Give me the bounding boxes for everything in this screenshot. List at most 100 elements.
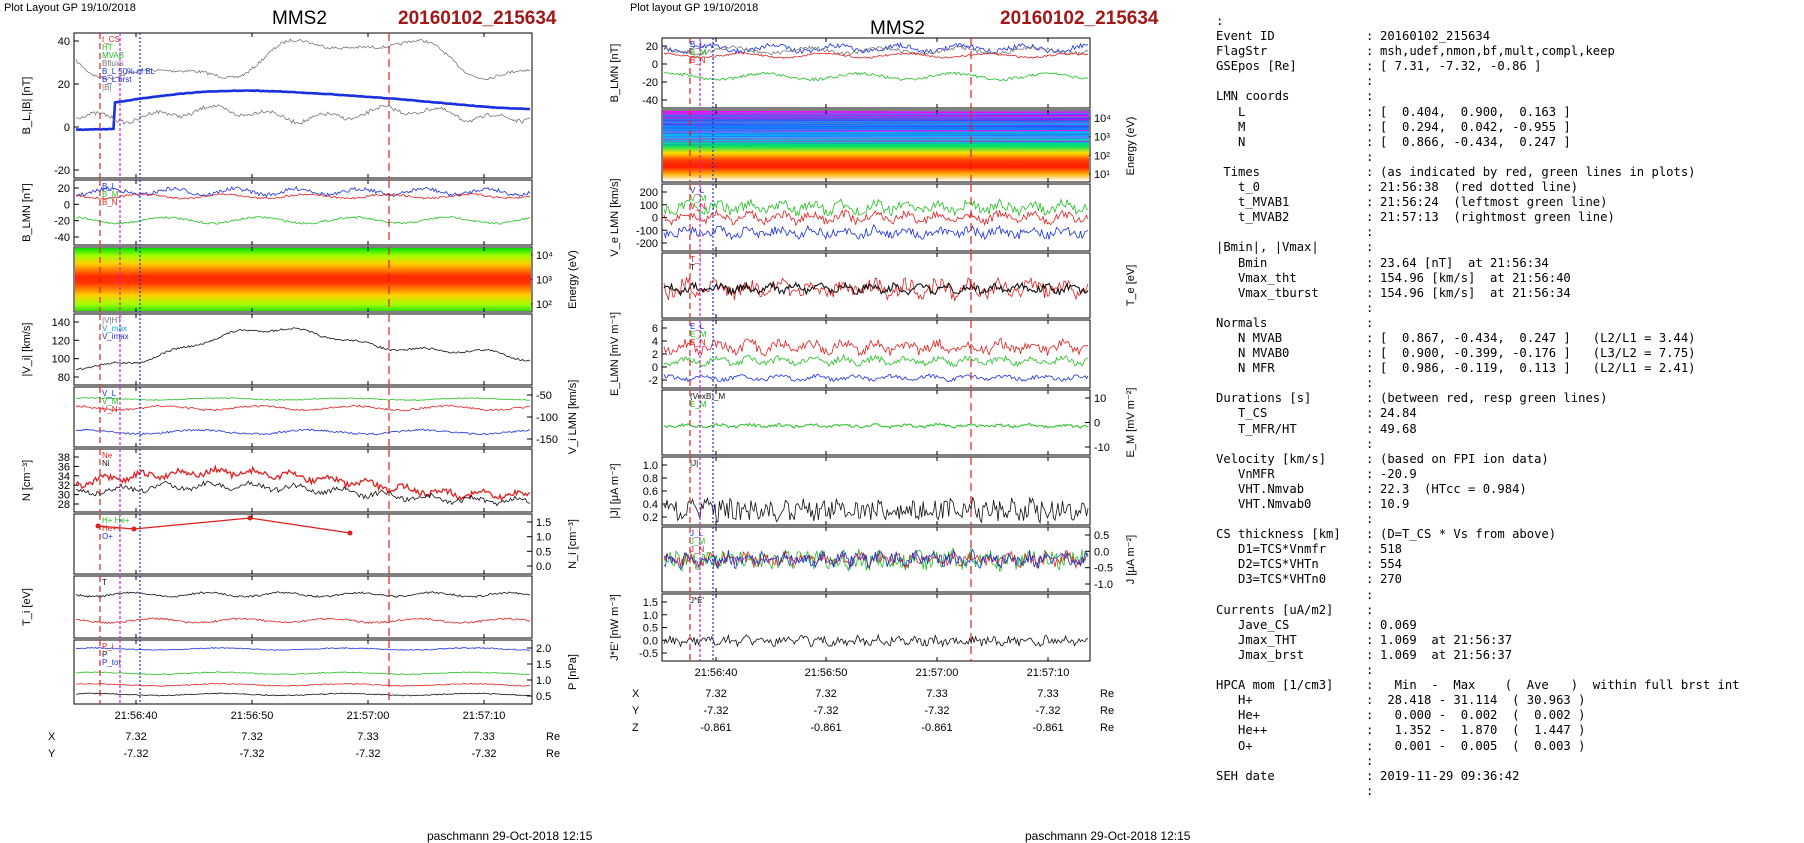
- y-tick-label: -20: [642, 77, 658, 89]
- position-value: -7.32: [1035, 705, 1060, 717]
- info-row: O+: 0.001 - 0.005 ( 0.003 ): [1216, 739, 1796, 754]
- y-tick-label: 0.6: [643, 486, 658, 498]
- info-key: Event ID: [1216, 29, 1366, 44]
- info-colon: :: [1366, 693, 1380, 708]
- y-tick-label: 0.5: [536, 691, 551, 703]
- info-colon: :: [1366, 225, 1380, 240]
- info-row: D1=TCS*Vnmfr:518: [1216, 542, 1796, 557]
- x-tick-label: 21:57:00: [916, 667, 959, 679]
- series-line: [664, 355, 1088, 367]
- legend-entry: V_N: [102, 405, 118, 414]
- info-colon: :: [1366, 754, 1380, 769]
- info-key: t_MVAB1: [1216, 195, 1366, 210]
- info-row: VHT.Nmvab:22.3 (HTcc = 0.984): [1216, 482, 1796, 497]
- y-tick-label: -2: [648, 375, 658, 387]
- series-line: [76, 481, 530, 506]
- series-line: [76, 683, 530, 686]
- info-value: 22.3 (HTcc = 0.984): [1380, 482, 1796, 497]
- position-unit: Re: [1100, 722, 1114, 734]
- info-colon: :: [1366, 437, 1380, 452]
- info-colon: :: [1366, 286, 1380, 301]
- info-value: [ 0.294, 0.042, -0.955 ]: [1380, 120, 1796, 135]
- info-colon: :: [1366, 316, 1380, 331]
- panel-7: N_i [cm⁻³]1.51.00.50.0H+ He+He++O+: [74, 514, 579, 574]
- legend-entry: |J|: [690, 459, 698, 468]
- info-colon: :: [1366, 361, 1380, 376]
- info-row: N MFR:[ 0.986, -0.119, 0.113 ] (L2/L1 = …: [1216, 361, 1796, 376]
- info-key: LMN coords: [1216, 89, 1366, 104]
- info-key: Velocity [km/s]: [1216, 452, 1366, 467]
- series-line: [98, 518, 350, 533]
- info-value: [ 0.986, -0.119, 0.113 ] (L2/L1 = 2.41): [1380, 361, 1796, 376]
- info-key: T_CS: [1216, 406, 1366, 421]
- y-tick-label: 100: [640, 200, 658, 212]
- y-tick-label: -150: [536, 434, 558, 446]
- info-value: 23.64 [nT] at 21:56:34: [1380, 256, 1796, 271]
- info-key: M: [1216, 120, 1366, 135]
- info-key: N: [1216, 135, 1366, 150]
- info-value: 10.9: [1380, 497, 1796, 512]
- info-row: Normals:: [1216, 316, 1796, 331]
- position-value: -7.32: [471, 748, 496, 760]
- info-value: 0.000 - 0.002 ( 0.002 ): [1380, 708, 1796, 723]
- info-key: Times: [1216, 165, 1366, 180]
- info-row: L:[ 0.404, 0.900, 0.163 ]: [1216, 105, 1796, 120]
- position-value: -7.32: [924, 705, 949, 717]
- series-line: [76, 328, 530, 370]
- info-key: [1216, 663, 1366, 678]
- y-axis-label: B_LMN [nT]: [21, 183, 33, 242]
- info-key: VHT.Nmvab: [1216, 482, 1366, 497]
- info-value: (between red, resp green lines): [1380, 391, 1796, 406]
- info-key: VHT.Nmvab0: [1216, 497, 1366, 512]
- info-value: [1380, 603, 1796, 618]
- info-key: Currents [uA/m2]: [1216, 603, 1366, 618]
- info-value: 0.001 - 0.005 ( 0.003 ): [1380, 739, 1796, 754]
- x-tick-label: 21:56:50: [805, 667, 848, 679]
- y-axis-label: B_L,|B| [nT]: [21, 77, 33, 135]
- legend-entry: |B|: [102, 83, 112, 92]
- series-line: [76, 216, 530, 224]
- info-key: [1216, 512, 1366, 527]
- info-colon: :: [1366, 739, 1380, 754]
- info-key: [1216, 150, 1366, 165]
- panel-frame: [662, 390, 1090, 455]
- y-tick-label: -50: [536, 390, 552, 402]
- info-value: [1380, 240, 1796, 255]
- series-line: [664, 72, 1088, 81]
- info-colon: :: [1366, 708, 1380, 723]
- position-value: -7.32: [703, 705, 728, 717]
- y-tick-label: 0.0: [1094, 546, 1109, 558]
- y-axis-label: |J| [μA m⁻²]: [609, 463, 621, 518]
- info-row: HPCA mom [1/cm3]: Min - Max ( Ave ) with…: [1216, 678, 1796, 693]
- y-axis-label: J [μA m⁻²]: [1125, 535, 1137, 584]
- series-line: [76, 467, 530, 500]
- info-key: N MFR: [1216, 361, 1366, 376]
- legend-entry: B_N: [102, 198, 118, 207]
- info-key: VnMFR: [1216, 467, 1366, 482]
- info-row: Durations [s]:(between red, resp green l…: [1216, 391, 1796, 406]
- info-key: Bmin: [1216, 256, 1366, 271]
- y-tick-label: 0.2: [643, 512, 658, 524]
- panel-frame: [74, 514, 532, 574]
- info-colon: :: [1366, 301, 1380, 316]
- y-tick-label: 0.5: [536, 546, 551, 558]
- info-colon: :: [1366, 422, 1380, 437]
- series-line: [76, 672, 530, 675]
- position-value: -0.861: [700, 722, 731, 734]
- info-row: M:[ 0.294, 0.042, -0.955 ]: [1216, 120, 1796, 135]
- info-row: :: [1216, 301, 1796, 316]
- panel-frame: [74, 449, 532, 512]
- info-row: D3=TCS*VHTn0:270: [1216, 572, 1796, 587]
- series-line: [664, 225, 1088, 240]
- info-key: L: [1216, 105, 1366, 120]
- legend-entry: E_N: [690, 338, 706, 347]
- info-row: N MVAB:[ 0.867, -0.434, 0.247 ] (L2/L1 =…: [1216, 331, 1796, 346]
- y-tick-label: 0.4: [643, 499, 658, 511]
- info-colon: :: [1366, 210, 1380, 225]
- info-value: [1380, 301, 1796, 316]
- info-key: Normals: [1216, 316, 1366, 331]
- y-tick-label: 10³: [1094, 132, 1110, 144]
- info-colon: :: [1366, 542, 1380, 557]
